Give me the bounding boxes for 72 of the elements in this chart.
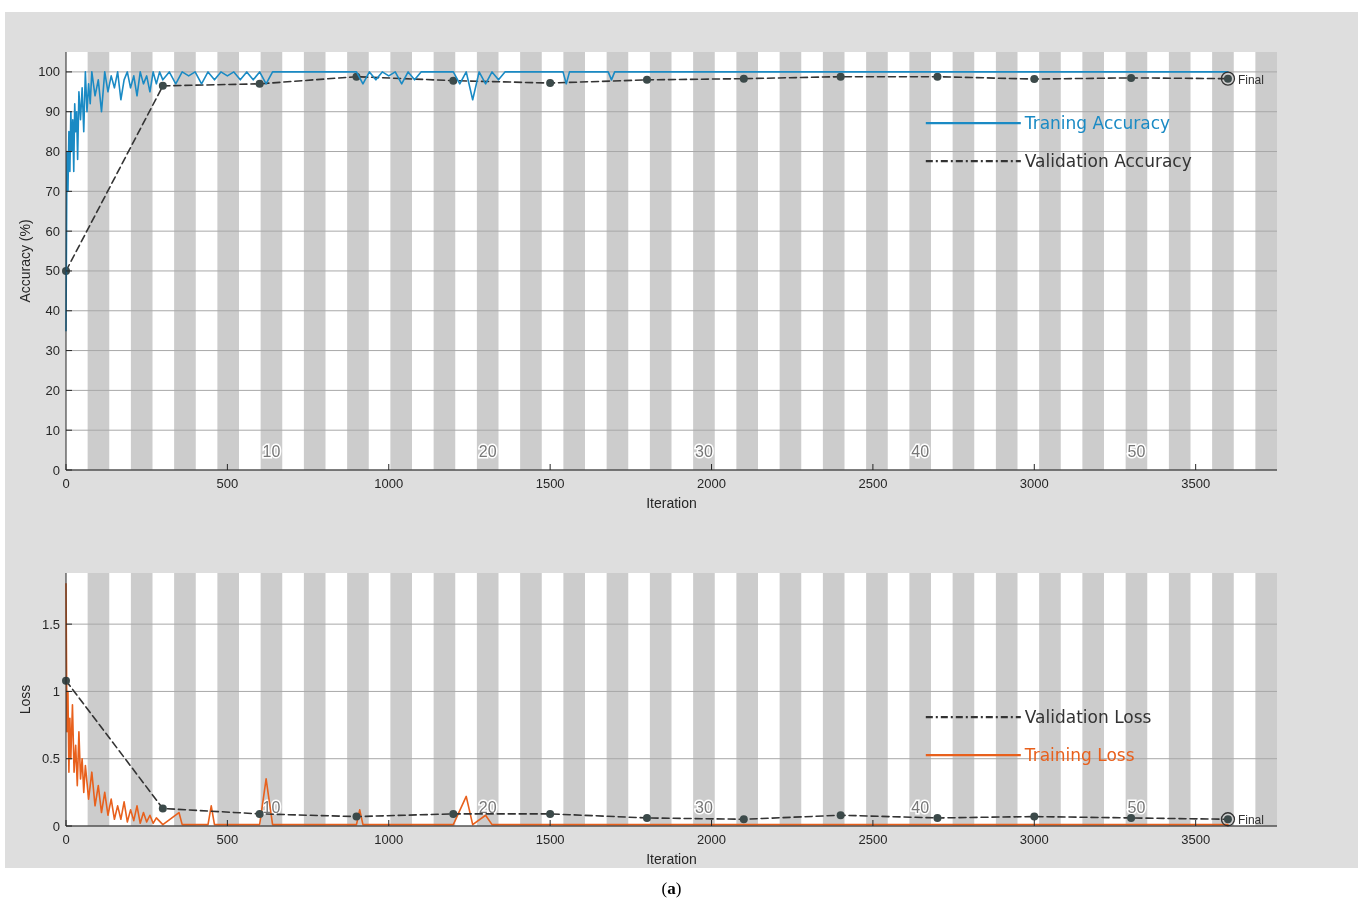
point xyxy=(449,76,458,85)
point xyxy=(449,809,458,818)
point xyxy=(352,812,361,821)
annotation: 50 xyxy=(1127,799,1146,816)
x-tick-label: 500 xyxy=(216,476,239,491)
x-tick-label: 2000 xyxy=(697,832,726,847)
y-axis-title: Accuracy (%) xyxy=(17,219,33,303)
x-tick-label: 500 xyxy=(216,832,239,847)
text: Validation Accuracy xyxy=(1024,151,1192,172)
x-tick-label: 2500 xyxy=(858,832,888,847)
text: Validation Loss xyxy=(1024,707,1152,728)
y-tick-label: 50 xyxy=(45,263,60,279)
text: Training Loss xyxy=(1023,745,1135,766)
annotation: 30 xyxy=(695,799,713,816)
y-tick-label: 70 xyxy=(45,183,60,199)
point xyxy=(255,809,264,818)
annotation: 50 xyxy=(1127,443,1146,460)
x-axis-title: Iteration xyxy=(646,851,697,867)
point xyxy=(1127,813,1136,822)
point xyxy=(1127,73,1136,82)
x-axis-title: Iteration xyxy=(646,495,697,511)
x-tick-label: 1000 xyxy=(374,476,404,491)
x-tick-label: 1500 xyxy=(535,476,565,491)
text: (a) xyxy=(661,879,682,898)
x-tick-label: 1500 xyxy=(535,832,565,847)
y-tick-label: 1 xyxy=(52,683,60,699)
x-tick-label: 2500 xyxy=(858,476,888,491)
point xyxy=(158,81,167,90)
point xyxy=(546,79,555,88)
y-tick-label: 40 xyxy=(45,303,60,319)
point xyxy=(933,813,942,822)
y-tick-label: 0 xyxy=(52,462,60,478)
y-tick-label: 60 xyxy=(45,223,60,239)
point xyxy=(1030,75,1039,84)
x-tick-label: 0 xyxy=(62,476,70,491)
annotation: 10 xyxy=(262,443,281,460)
y-tick-label: 0 xyxy=(52,818,60,834)
y-tick-label: 0.5 xyxy=(41,751,60,767)
x-tick-label: 2000 xyxy=(697,476,726,491)
x-tick-label: 1000 xyxy=(374,832,404,847)
x-tick-label: 3000 xyxy=(1019,476,1049,491)
y-tick-label: 1.5 xyxy=(41,616,60,632)
annotation: Final xyxy=(1237,813,1264,828)
point xyxy=(836,72,845,81)
text: Traning Accuracy xyxy=(1023,113,1171,134)
point xyxy=(546,809,555,818)
y-tick-label: 10 xyxy=(45,422,60,438)
point xyxy=(642,813,651,822)
annotation: 30 xyxy=(695,443,713,460)
x-tick-label: 3500 xyxy=(1181,832,1211,847)
y-tick-label: 30 xyxy=(45,343,60,359)
annotation: 20 xyxy=(478,799,497,816)
point xyxy=(158,804,167,813)
point xyxy=(739,74,748,83)
point xyxy=(255,79,264,88)
x-tick-label: 0 xyxy=(62,832,70,847)
point xyxy=(739,815,748,824)
x-tick-label: 3000 xyxy=(1019,832,1049,847)
annotation: 40 xyxy=(911,799,930,816)
point xyxy=(1030,812,1039,821)
point xyxy=(642,75,651,84)
y-tick-label: 80 xyxy=(45,144,60,160)
y-axis-title: Loss xyxy=(17,684,33,715)
annotation: 40 xyxy=(911,443,930,460)
y-tick-label: 20 xyxy=(45,382,60,398)
point xyxy=(836,811,845,820)
point xyxy=(933,72,942,81)
y-tick-label: 100 xyxy=(38,64,60,80)
annotation: Final xyxy=(1237,72,1264,87)
x-tick-label: 3500 xyxy=(1181,476,1211,491)
y-tick-label: 90 xyxy=(45,104,60,120)
annotation: 20 xyxy=(478,443,497,460)
